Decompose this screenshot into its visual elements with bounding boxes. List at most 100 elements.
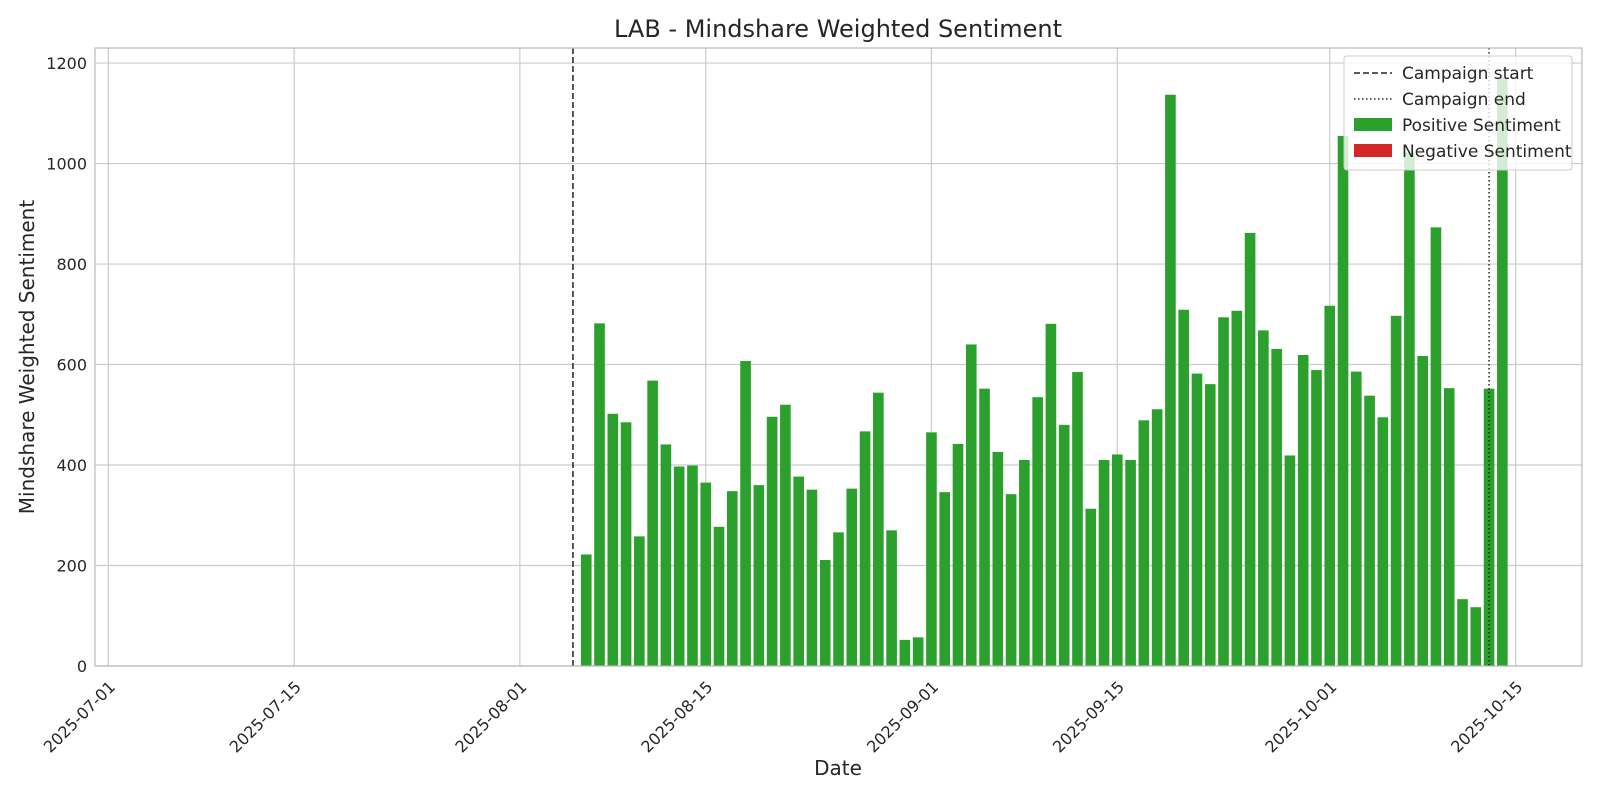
positive-bar [1178,309,1190,666]
positive-bar [1284,455,1296,666]
positive-bar [713,526,725,666]
x-tick-label: 2025-09-15 [1049,677,1128,756]
positive-bar [1204,384,1216,666]
positive-bar [859,431,871,666]
positive-bar [1497,77,1508,666]
positive-bar [1258,330,1269,666]
positive-bar [1191,373,1203,666]
positive-bar [1058,424,1070,666]
positive-bar [673,466,685,666]
x-tick-label: 2025-10-15 [1447,677,1526,756]
x-tick-labels: 2025-07-01 2025-07-15 2025-08-01 2025-08-15… [40,677,1527,756]
positive-bar [1324,305,1336,666]
positive-bar [594,323,605,666]
positive-bar [1085,508,1097,666]
positive-bar [1151,409,1163,666]
legend-marker-negative [1354,144,1392,157]
positive-bar [1483,388,1495,666]
positive-bar [1337,135,1349,667]
positive-bar [979,388,990,666]
positive-bar [687,465,698,666]
plot-frame [94,47,1583,667]
positive-bar [1005,494,1017,666]
legend-marker-positive [1354,118,1392,131]
campaign-lines [572,48,1490,666]
positive-bar [806,489,818,666]
positive-bar [1032,397,1043,666]
positive-bar [1457,599,1468,666]
legend-label-positive: Positive Sentiment [1402,116,1561,136]
positive-bar [819,559,831,666]
positive-bar [1098,460,1110,666]
y-tick-label: 800 [56,255,87,274]
positive-bar [926,432,937,666]
x-tick-label: 2025-08-01 [451,677,530,756]
positive-bar [1045,323,1057,666]
positive-bar [1138,420,1150,666]
positive-bar [634,536,645,666]
positive-bar [607,413,619,666]
positive-bar [753,485,765,666]
legend-label-campaign-start: Campaign start [1402,64,1534,84]
y-tick-label: 0 [77,657,87,676]
positive-bar [1364,395,1375,666]
positive-bar [726,491,738,666]
legend-label-negative: Negative Sentiment [1402,142,1572,162]
positive-bar [793,476,804,666]
x-tick-label: 2025-08-15 [637,677,716,756]
y-tick-label: 1200 [46,54,87,73]
positive-bar [899,639,911,666]
positive-bar [1271,348,1282,666]
positive-bar [647,380,658,666]
positive-bar [1165,94,1176,667]
positive-bar [1390,315,1402,666]
y-tick-label: 200 [56,557,87,576]
x-tick-label: 2025-07-01 [40,677,119,756]
positive-bar [912,637,924,666]
positive-bar [660,444,672,666]
positive-bar [833,532,844,666]
positive-bar [620,422,632,666]
x-axis-title: Date [814,756,862,780]
positive-bar [1443,388,1455,666]
positive-bar [965,344,977,666]
positive-bar [939,492,951,666]
legend-box [1343,55,1573,171]
positive-bar [580,554,592,666]
positive-bar [1218,317,1229,666]
positive-bar [740,361,751,666]
legend-label-campaign-end: Campaign end [1402,90,1526,110]
x-tick-label: 2025-10-01 [1261,677,1340,756]
positive-bar [1417,355,1428,666]
positive-bar [886,530,897,666]
x-tick-label: 2025-07-15 [226,677,305,756]
positive-bar [1297,354,1309,666]
positive-bar [992,451,1004,666]
positive-bar [1112,454,1123,666]
positive-bar [1430,227,1442,666]
positive-bar [766,416,778,666]
positive-bar [1470,607,1482,666]
y-tick-label: 600 [56,356,87,375]
positive-bar [1404,152,1415,666]
positive-bar [700,482,712,666]
positive-bar [1231,310,1243,666]
positive-bar [780,404,791,666]
y-tick-label: 400 [56,456,87,475]
positive-bar [1350,371,1362,666]
chart-title: LAB - Mindshare Weighted Sentiment [614,15,1062,43]
bar-series [580,77,1508,667]
positive-bar [1244,232,1256,666]
positive-bar [1377,417,1389,666]
positive-bar [846,488,858,666]
legend: Campaign start Campaign end Positive Sen… [1343,55,1573,171]
y-axis-title: Mindshare Weighted Sentiment [15,200,39,515]
positive-bar [952,443,964,666]
x-tick-label: 2025-09-01 [863,677,942,756]
positive-bar [873,392,884,666]
positive-bar [1311,370,1322,666]
positive-bar [1019,460,1030,666]
positive-bar [1125,460,1136,666]
y-tick-labels: 0 200 400 600 800 1000 1200 [46,54,87,676]
